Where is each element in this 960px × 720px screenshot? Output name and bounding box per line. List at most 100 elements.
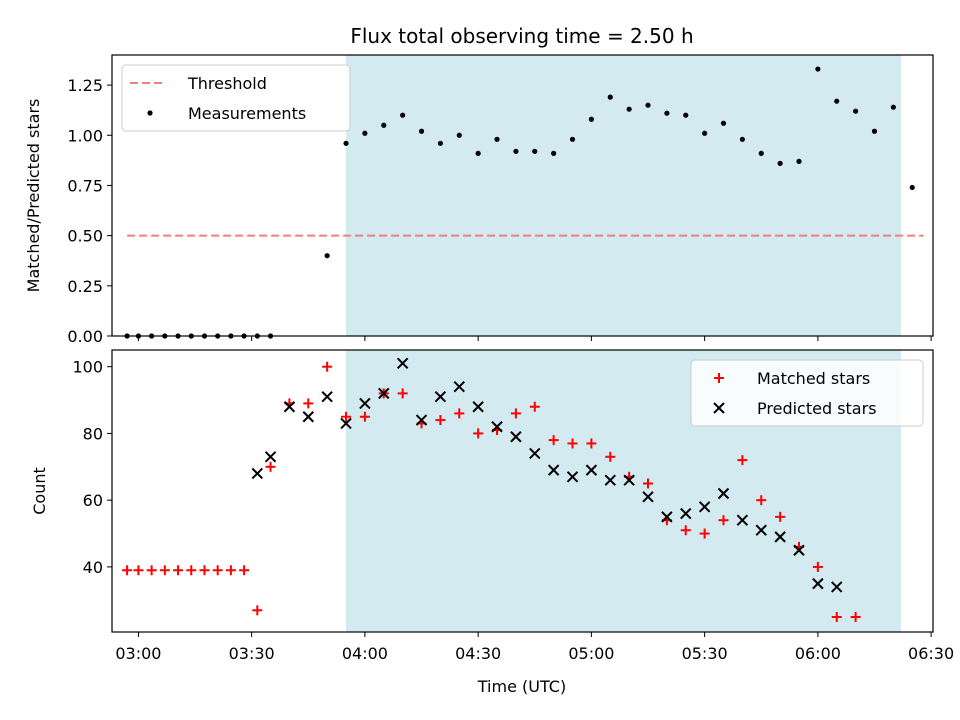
predicted-star-point [340,417,352,430]
predicted-star-marker-b [736,514,749,526]
matched-star-point [239,565,250,576]
predicted-star-point [680,507,692,520]
predicted-star-marker-b [713,402,725,414]
y-tick-label: 1.00 [67,126,103,145]
matched-star-point [737,455,748,466]
predicted-star-point [755,524,767,536]
matched-star-point [812,561,823,572]
predicted-star-marker-b [321,391,333,403]
predicted-star-marker-b [812,577,824,590]
measurement-point [362,130,368,136]
matched-star-point [146,565,157,576]
predicted-star-marker-b [378,387,390,400]
predicted-star-marker-b [510,431,522,443]
measurement-point [532,148,538,154]
measurement-point [607,94,613,100]
measurement-point [343,140,349,146]
y-tick-label: 0.50 [67,227,103,246]
predicted-star-point [415,414,428,426]
x-tick-label: 05:30 [682,644,728,663]
y-axis-label: Matched/Predicted stars [24,99,43,293]
x-tick-label: 03:30 [229,644,275,663]
matched-star-point [831,611,842,622]
matched-star-point [454,408,465,419]
predicted-star-point [529,447,541,460]
predicted-star-marker-b [793,544,805,556]
predicted-star-marker-b [566,471,579,483]
matched-star-point [605,451,616,462]
matched-star-point [397,388,408,399]
matched-star-point [586,438,597,449]
predicted-star-point [604,474,616,486]
y-axis-label: Count [30,467,49,515]
legend-box [121,64,351,132]
predicted-star-marker-b [491,421,503,433]
predicted-star-point [661,511,673,523]
matched-star-point [122,565,133,576]
measurement-point [400,112,406,118]
x-tick-label: 06:00 [795,644,841,663]
measurement-point [871,128,878,134]
measurement-point [494,136,500,142]
predicted-star-point [283,401,296,413]
x-tick-label: 04:30 [455,644,501,663]
matched-star-point [699,528,710,539]
predicted-star-point [472,401,484,413]
measurement-point [720,120,727,126]
matched-star-point [186,565,197,576]
predicted-star-marker-b [283,401,296,413]
matched-star-point [714,373,724,383]
measurement-point [909,184,915,191]
bottom-panel: 03:00 03:30 04:00 04:30 05:00 05:30 06:00 06:30… [30,349,954,663]
y-tick-label: 0.00 [67,327,103,346]
measurement-point [588,116,594,122]
predicted-star-marker-b [415,414,428,426]
measurement-point [890,104,896,110]
predicted-star-marker-b [396,357,409,370]
predicted-star-point [585,464,598,476]
legend-label: Measurements [188,104,306,123]
matched-star-point [322,361,333,372]
predicted-star-point [736,514,749,526]
predicted-star-marker-b [472,401,484,413]
measurement-point [418,128,425,134]
matched-star-point [341,411,352,422]
measurement-point [815,66,821,72]
predicted-star-marker-b [680,507,692,520]
matched-star-point [548,435,559,446]
predicted-star-point [547,464,560,476]
predicted-star-marker-b [717,487,730,500]
predicted-star-point [642,491,654,503]
predicted-star-marker-b [623,474,635,486]
measurement-point [796,158,802,164]
measurement-point [626,106,632,112]
predicted-star-marker-b [302,411,314,423]
predicted-star-point [434,391,447,403]
y-tick-label: 1.25 [67,76,103,95]
predicted-star-point [321,391,333,403]
measurement-point [381,122,387,128]
measurement-point [834,98,840,104]
matched-star-point [435,415,446,426]
matched-star-point [199,565,210,576]
measurement-point [147,110,153,116]
predicted-star-marker-b [251,467,264,480]
legend-box [690,359,924,427]
observing-window-span [346,55,901,336]
plot-frame [111,54,934,337]
y-tick-label: 80 [83,424,103,443]
predicted-star-marker-b [604,474,616,486]
predicted-star-point [566,471,579,483]
series-predicted-stars [251,357,843,593]
y-tick-label: 0.25 [67,277,103,296]
matched-star-point [473,428,484,439]
predicted-star-point [251,467,264,480]
matched-star-point [718,515,729,526]
predicted-star-marker-b [585,464,598,476]
predicted-star-point [378,387,390,400]
matched-star-point [680,525,691,536]
predicted-star-marker-b [359,397,371,410]
measurement-point [758,150,764,156]
predicted-star-point [453,381,465,393]
predicted-star-marker-b [642,491,654,503]
